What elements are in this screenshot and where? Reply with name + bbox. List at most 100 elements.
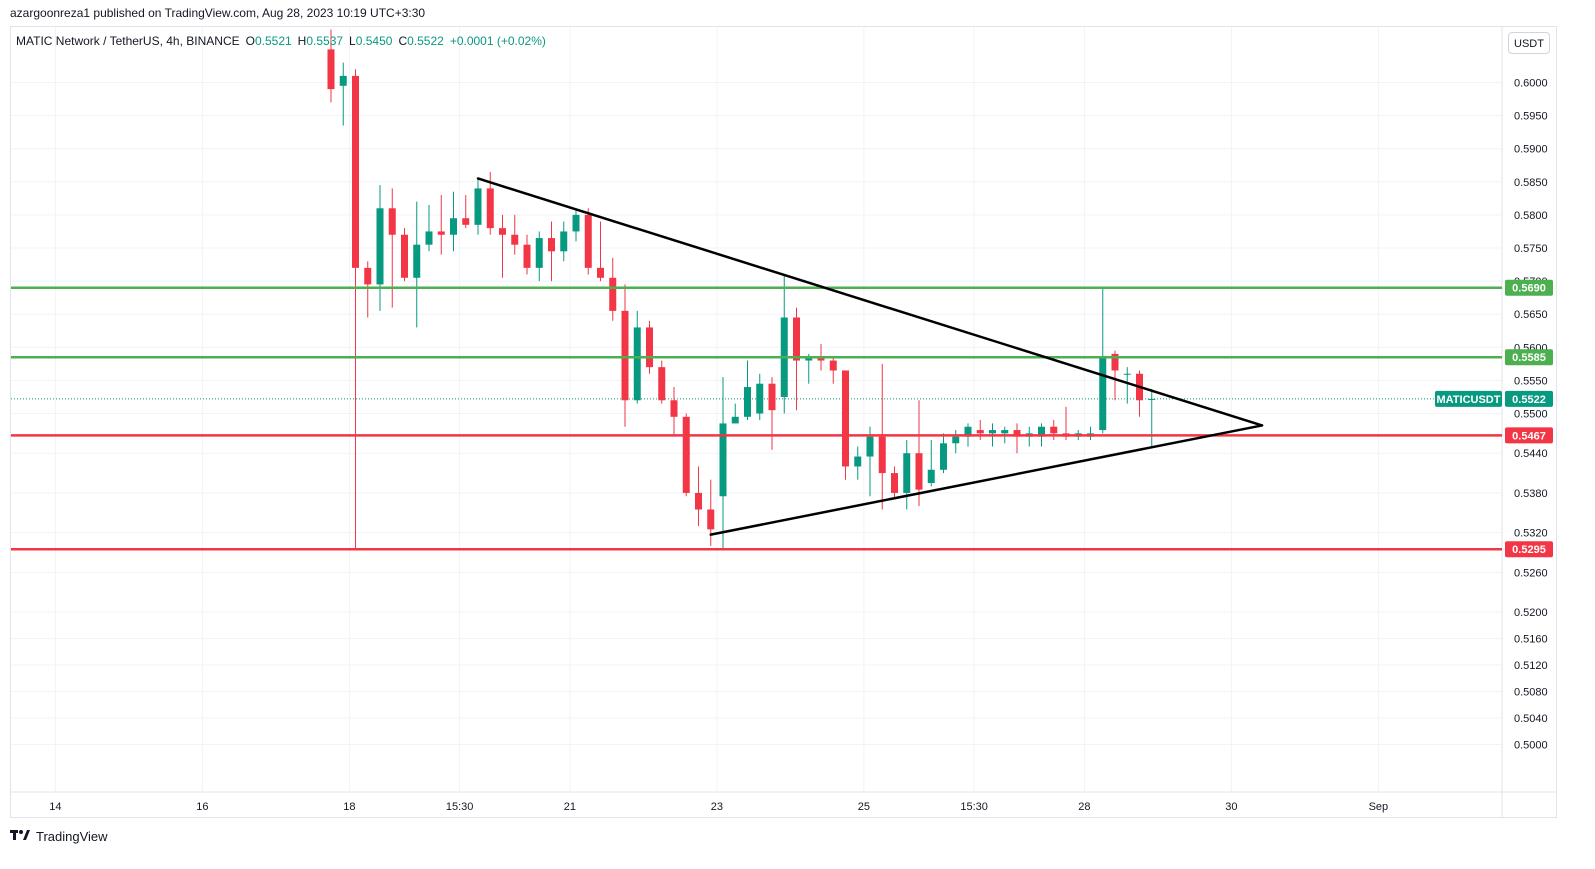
level-price-tag [1505, 541, 1553, 558]
candle-body [1038, 426, 1045, 437]
candle-body [1013, 430, 1021, 437]
candle-body [817, 357, 825, 361]
symbol-tag [1435, 390, 1502, 407]
tradingview-logo-icon [10, 828, 30, 845]
candle-body [989, 430, 996, 434]
y-tick-label: 0.6000 [1514, 78, 1548, 90]
candle-body [621, 310, 629, 401]
x-tick-label: 15:30 [960, 801, 988, 813]
candle-body [584, 214, 592, 268]
candle-body [646, 327, 653, 368]
level-price-tag [1505, 427, 1553, 444]
candle-body [793, 317, 800, 361]
candle-body [952, 436, 960, 444]
level-price-tag [1505, 279, 1553, 296]
footer-brand[interactable]: TradingView [10, 828, 108, 845]
y-tick-label: 0.5500 [1514, 409, 1548, 421]
x-tick-label: Sep [1369, 801, 1389, 813]
candle-body [842, 370, 849, 467]
open-label: O [245, 34, 255, 48]
level-price-label: 0.5690 [1512, 283, 1546, 295]
candle-body [352, 75, 359, 268]
candle-body [450, 218, 457, 235]
candle-body [768, 383, 776, 411]
y-tick-label: 0.5900 [1514, 144, 1548, 156]
candle-body [927, 469, 935, 484]
candle-body [670, 400, 678, 417]
candle-body [964, 426, 972, 437]
y-tick-label: 0.5650 [1514, 309, 1548, 321]
candle-body [572, 214, 580, 232]
high-value: 0.5537 [306, 34, 344, 48]
y-tick-label: 0.5440 [1514, 448, 1548, 460]
candle-body [462, 218, 470, 225]
y-tick-label: 0.5160 [1514, 634, 1548, 646]
candle-body [376, 208, 384, 285]
currency-button[interactable]: USDT [1508, 32, 1550, 54]
y-tick-label: 0.5260 [1514, 567, 1548, 579]
candle-body [1123, 373, 1131, 375]
current-price-label: 0.5522 [1512, 394, 1546, 406]
candle-body [915, 453, 923, 490]
candle-body [364, 267, 372, 285]
level-price-label: 0.5295 [1512, 544, 1546, 556]
y-tick-label: 0.5800 [1514, 210, 1548, 222]
y-tick-label: 0.5950 [1514, 111, 1548, 123]
y-tick-label: 0.5080 [1514, 687, 1548, 699]
candle-body [437, 231, 445, 235]
candle-body [597, 267, 604, 278]
candle-body [1148, 398, 1156, 400]
candle-body [866, 436, 874, 457]
candle-body [719, 423, 727, 497]
candle-body [486, 188, 494, 229]
y-tick-label: 0.5550 [1514, 375, 1548, 387]
x-tick-label: 14 [49, 801, 61, 813]
candle-body [474, 188, 482, 225]
candle-body [829, 360, 837, 371]
candle-body [658, 367, 666, 401]
x-tick-label: 18 [343, 801, 355, 813]
y-tick-label: 0.5000 [1514, 740, 1548, 752]
publish-info-text: azargoonreza1 published on TradingView.c… [10, 6, 426, 20]
candle-body [401, 234, 408, 278]
low-label: L [349, 34, 356, 48]
trendline[interactable] [476, 177, 1264, 427]
candle-body [731, 416, 739, 424]
candle-body [940, 443, 947, 470]
current-price-tag [1505, 390, 1553, 407]
candle-body [511, 234, 519, 245]
candle-body [609, 277, 617, 311]
y-tick-label: 0.5320 [1514, 528, 1548, 540]
high-label: H [297, 34, 307, 48]
open-value: 0.5521 [254, 34, 292, 48]
candle-body [744, 387, 751, 417]
candle-body [548, 238, 555, 252]
trendline[interactable] [709, 424, 1264, 536]
candle-body [1099, 357, 1107, 431]
x-tick-label: 28 [1078, 801, 1090, 813]
level-price-label: 0.5467 [1512, 430, 1546, 442]
symbol-name[interactable]: MATIC Network / TetherUS, 4h, BINANCE [16, 34, 240, 48]
y-tick-label: 0.5380 [1514, 488, 1548, 500]
x-tick-label: 16 [196, 801, 208, 813]
chart-panel[interactable] [10, 26, 1557, 818]
candle-body [339, 75, 347, 86]
x-tick-label: 23 [711, 801, 723, 813]
x-tick-label: 21 [564, 801, 576, 813]
candle-body [891, 473, 898, 493]
candle-body [388, 208, 396, 235]
candle-body [1001, 430, 1009, 434]
candle-body [695, 492, 702, 510]
level-price-label: 0.5585 [1512, 352, 1546, 364]
x-tick-label: 15:30 [446, 801, 474, 813]
candle-body [805, 357, 813, 361]
candle-body [976, 430, 984, 434]
candle-body [425, 231, 433, 245]
candle-body [1111, 353, 1119, 371]
y-tick-label: 0.5750 [1514, 243, 1548, 255]
close-label: C [398, 34, 408, 48]
close-value: 0.5522 [407, 34, 444, 48]
candle-body [633, 327, 641, 401]
candle-body [560, 231, 568, 252]
